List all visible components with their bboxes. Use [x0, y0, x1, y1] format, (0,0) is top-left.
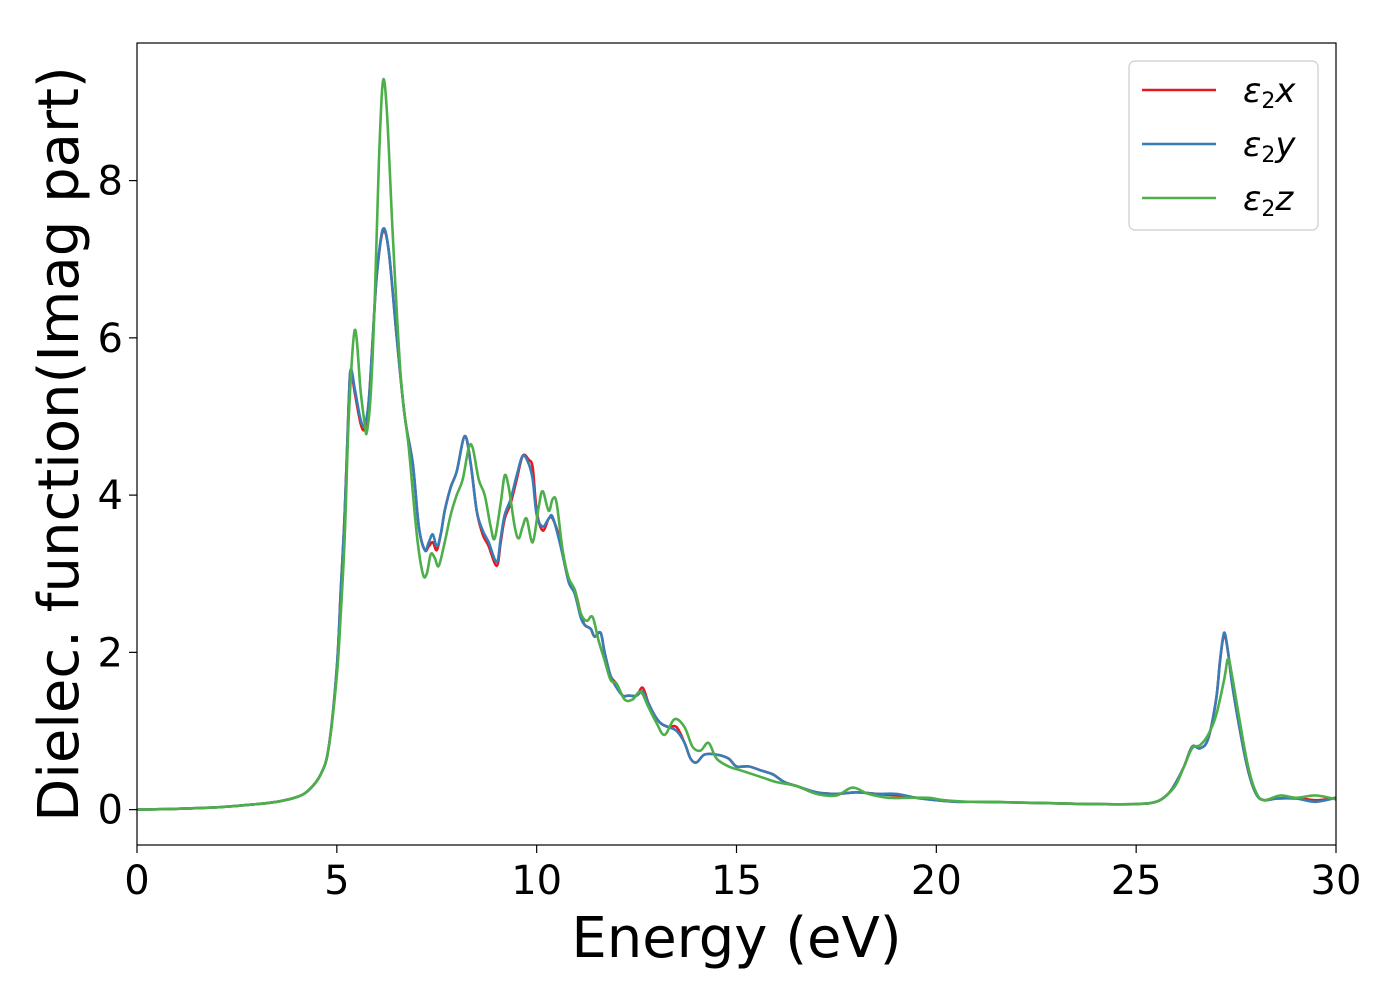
legend: ε2x ε2y ε2z — [1128, 60, 1319, 231]
x-tick-label: 5 — [324, 858, 349, 904]
legend-label-3: ε2z — [1243, 179, 1294, 222]
legend-label-1: ε2x — [1243, 71, 1296, 114]
legend-box — [1128, 60, 1319, 231]
x-tick-label: 20 — [911, 858, 962, 904]
series-line-2 — [137, 227, 1336, 811]
x-tick-label: 10 — [511, 858, 562, 904]
y-axis-title: Dielec. function(Imag part) — [27, 66, 92, 822]
series-layer — [137, 77, 1336, 811]
y-tick-label: 4 — [98, 473, 123, 519]
y-tick-label: 0 — [98, 788, 123, 834]
series-line-3 — [137, 77, 1336, 811]
series-line-1 — [137, 229, 1336, 811]
x-tick-label: 30 — [1311, 858, 1362, 904]
x-tick-label: 25 — [1111, 858, 1162, 904]
y-tick-label: 8 — [98, 159, 123, 205]
legend-label-2: ε2y — [1243, 125, 1296, 168]
plot-frame — [136, 42, 1337, 846]
x-axis-title: Energy (eV) — [571, 906, 901, 971]
ticks-layer: 0 5 10 15 20 25 30 0 2 4 6 8 — [98, 159, 1362, 904]
x-tick-label: 0 — [124, 858, 149, 904]
y-tick-label: 6 — [98, 316, 123, 362]
x-tick-label: 15 — [711, 858, 762, 904]
y-tick-label: 2 — [98, 630, 123, 676]
